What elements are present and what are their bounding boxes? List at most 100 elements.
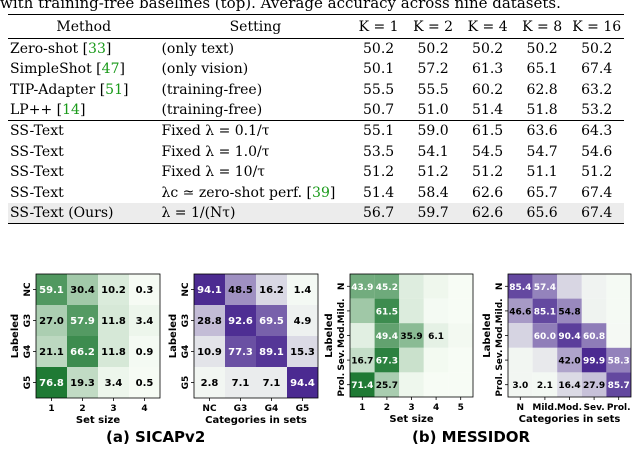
heatmap-cell <box>194 367 225 398</box>
setting-text: (training-free) <box>161 81 263 98</box>
x-tick-label: Sev. <box>584 403 605 413</box>
x-tick-label: 4 <box>141 404 147 414</box>
x-tick-label: G5 <box>296 404 310 414</box>
y-tick-label: G3 <box>181 314 191 328</box>
cell-value-label: 11.8 <box>101 347 126 358</box>
table-header-row: Method Setting K = 1 K = 2 K = 4 K = 8 K… <box>8 14 624 39</box>
heatmap-cell <box>423 323 449 348</box>
value-cell: 51.4 <box>460 100 515 122</box>
cell-value-label: 85.1 <box>534 307 556 317</box>
heatmap-cell <box>448 274 473 299</box>
heatmap-cell <box>350 372 375 397</box>
x-tick-label: 1 <box>48 404 54 414</box>
heatmap-messidor-setsize: 43.9 45.2 61.5 49.4 35.9 6.1 16.7 67.3 71.4 25.7 1… <box>320 266 479 437</box>
citation-link[interactable]: 33 <box>88 41 106 58</box>
value-cell: 62.6 <box>460 203 515 225</box>
value-cell: 51.0 <box>405 100 461 122</box>
x-tick-label: NC <box>202 404 217 414</box>
value-cell: 65.7 <box>526 184 558 201</box>
cell-value-label: 6.1 <box>428 332 444 342</box>
heatmap-cell <box>399 347 424 373</box>
cell-value-label: 0.5 <box>136 378 154 389</box>
cell-value-label: 43.9 <box>351 283 373 293</box>
value-cell: 55.5 <box>363 81 395 98</box>
y-tick-label: Prol. <box>337 373 347 397</box>
citation-link[interactable]: 51 <box>105 81 123 98</box>
value-cell: 62.8 <box>526 81 558 98</box>
method-cell: SS-Text (Ours) <box>8 203 160 225</box>
value-cell: 51.2 <box>472 164 504 181</box>
ss-text-group: SS-Text Fixed λ = 0.1/τ 55.1 59.0 61.5 63.6 64… <box>8 121 624 225</box>
x-tick-label: 1 <box>359 403 365 413</box>
cell-value-label: 66.2 <box>70 347 95 358</box>
value-cell: 54.1 <box>417 143 449 160</box>
heatmap-frame <box>193 273 319 399</box>
value-cell: 50.2 <box>526 41 558 58</box>
heatmap-cell <box>581 372 607 397</box>
heatmap-cell <box>581 298 607 324</box>
results-table: Method Setting K = 1 K = 2 K = 4 K = 8 K… <box>8 14 624 225</box>
y-tick-label: Sev. <box>495 350 505 371</box>
setting-cell: Fixed λ = 10/τ <box>159 162 351 183</box>
table-row: SS-Text Fixed λ = 0.1/τ 55.1 59.0 61.5 63.6 64… <box>8 121 624 142</box>
header-k16: K = 16 <box>569 14 624 39</box>
heatmap-cell <box>532 372 558 397</box>
x-tick-label: G4 <box>265 404 279 414</box>
cell-value-label: 0.9 <box>136 347 154 358</box>
table-row: TIP-Adapter [51] (training-free) 55.5 55.5 6… <box>8 80 624 101</box>
x-tick-label: 4 <box>433 403 439 413</box>
value-cell: 65.1 <box>526 61 558 78</box>
x-tick-label: Mild. <box>532 403 557 413</box>
citation-link[interactable]: 39 <box>312 184 330 201</box>
cell-value-label: 89.1 <box>259 347 284 358</box>
cell-value-label: 76.8 <box>39 378 64 389</box>
method-cell: TIP-Adapter [51] <box>10 81 129 98</box>
heatmap-cell <box>448 372 473 397</box>
value-cell: 54.6 <box>581 143 613 160</box>
cell-value-label: 15.3 <box>290 347 315 358</box>
heatmap-cell <box>448 347 473 373</box>
cell-value-label: 85.7 <box>608 381 630 391</box>
value-cell: 50.2 <box>581 41 613 58</box>
value-cell: 53.2 <box>569 100 624 122</box>
citation-link[interactable]: 14 <box>62 102 80 119</box>
heatmap-cell <box>532 323 558 348</box>
heatmap-cell <box>399 298 424 324</box>
heatmap-cell <box>508 323 533 348</box>
cell-value-label: 0.3 <box>136 285 154 296</box>
method-name: TIP-Adapter <box>10 81 96 98</box>
value-cell: 59.7 <box>405 203 461 225</box>
cell-value-label: 16.2 <box>259 285 284 296</box>
cell-value-label: 35.9 <box>400 332 422 342</box>
cell-value-label: 48.5 <box>228 285 253 296</box>
x-tick-label: 2 <box>384 403 390 413</box>
setting-cell: (training-free) <box>159 100 352 122</box>
cell-value-label: 46.6 <box>509 307 531 317</box>
citation-link[interactable]: 47 <box>101 61 120 78</box>
value-cell: 50.2 <box>363 41 395 58</box>
cell-value-label: 10.2 <box>101 285 126 296</box>
cell-value-label: 60.0 <box>534 332 556 342</box>
cell-value-label: 7.1 <box>232 378 250 389</box>
heatmap-cell <box>287 336 318 367</box>
table-row: Zero-shot [33] (only text) 50.2 50.2 50.2 50.… <box>8 39 624 60</box>
subcaption-a: (a) SICAPv2 <box>106 428 206 446</box>
table-row: SS-Text Fixed λ = 1.0/τ 53.5 54.1 54.5 54.7 54… <box>8 141 624 162</box>
header-k2: K = 2 <box>405 14 461 39</box>
heatmap-cell <box>36 305 67 336</box>
cell-value-label: 54.8 <box>558 307 580 317</box>
method-name: Zero-shot <box>10 41 79 58</box>
heatmap-cell <box>98 367 129 398</box>
method-cell: SimpleShot [47] <box>10 61 125 78</box>
heatmap-cell <box>36 367 67 398</box>
table-row: SS-Text Fixed λ = 10/τ 51.2 51.2 51.2 51.1 51.… <box>8 162 624 183</box>
setting-cell: (training-free) <box>159 80 351 101</box>
setting-text: (only text) <box>161 41 235 58</box>
cell-value-label: 27.9 <box>583 381 605 391</box>
cell-value-label: 58.3 <box>608 357 630 367</box>
table-row: SimpleShot [47] (only vision) 50.1 57.2 61.3… <box>8 59 624 80</box>
cell-value-label: 4.9 <box>294 316 312 327</box>
heatmap-cell <box>557 372 582 397</box>
heatmap-cell <box>423 347 449 373</box>
value-cell: 59.0 <box>417 123 449 140</box>
